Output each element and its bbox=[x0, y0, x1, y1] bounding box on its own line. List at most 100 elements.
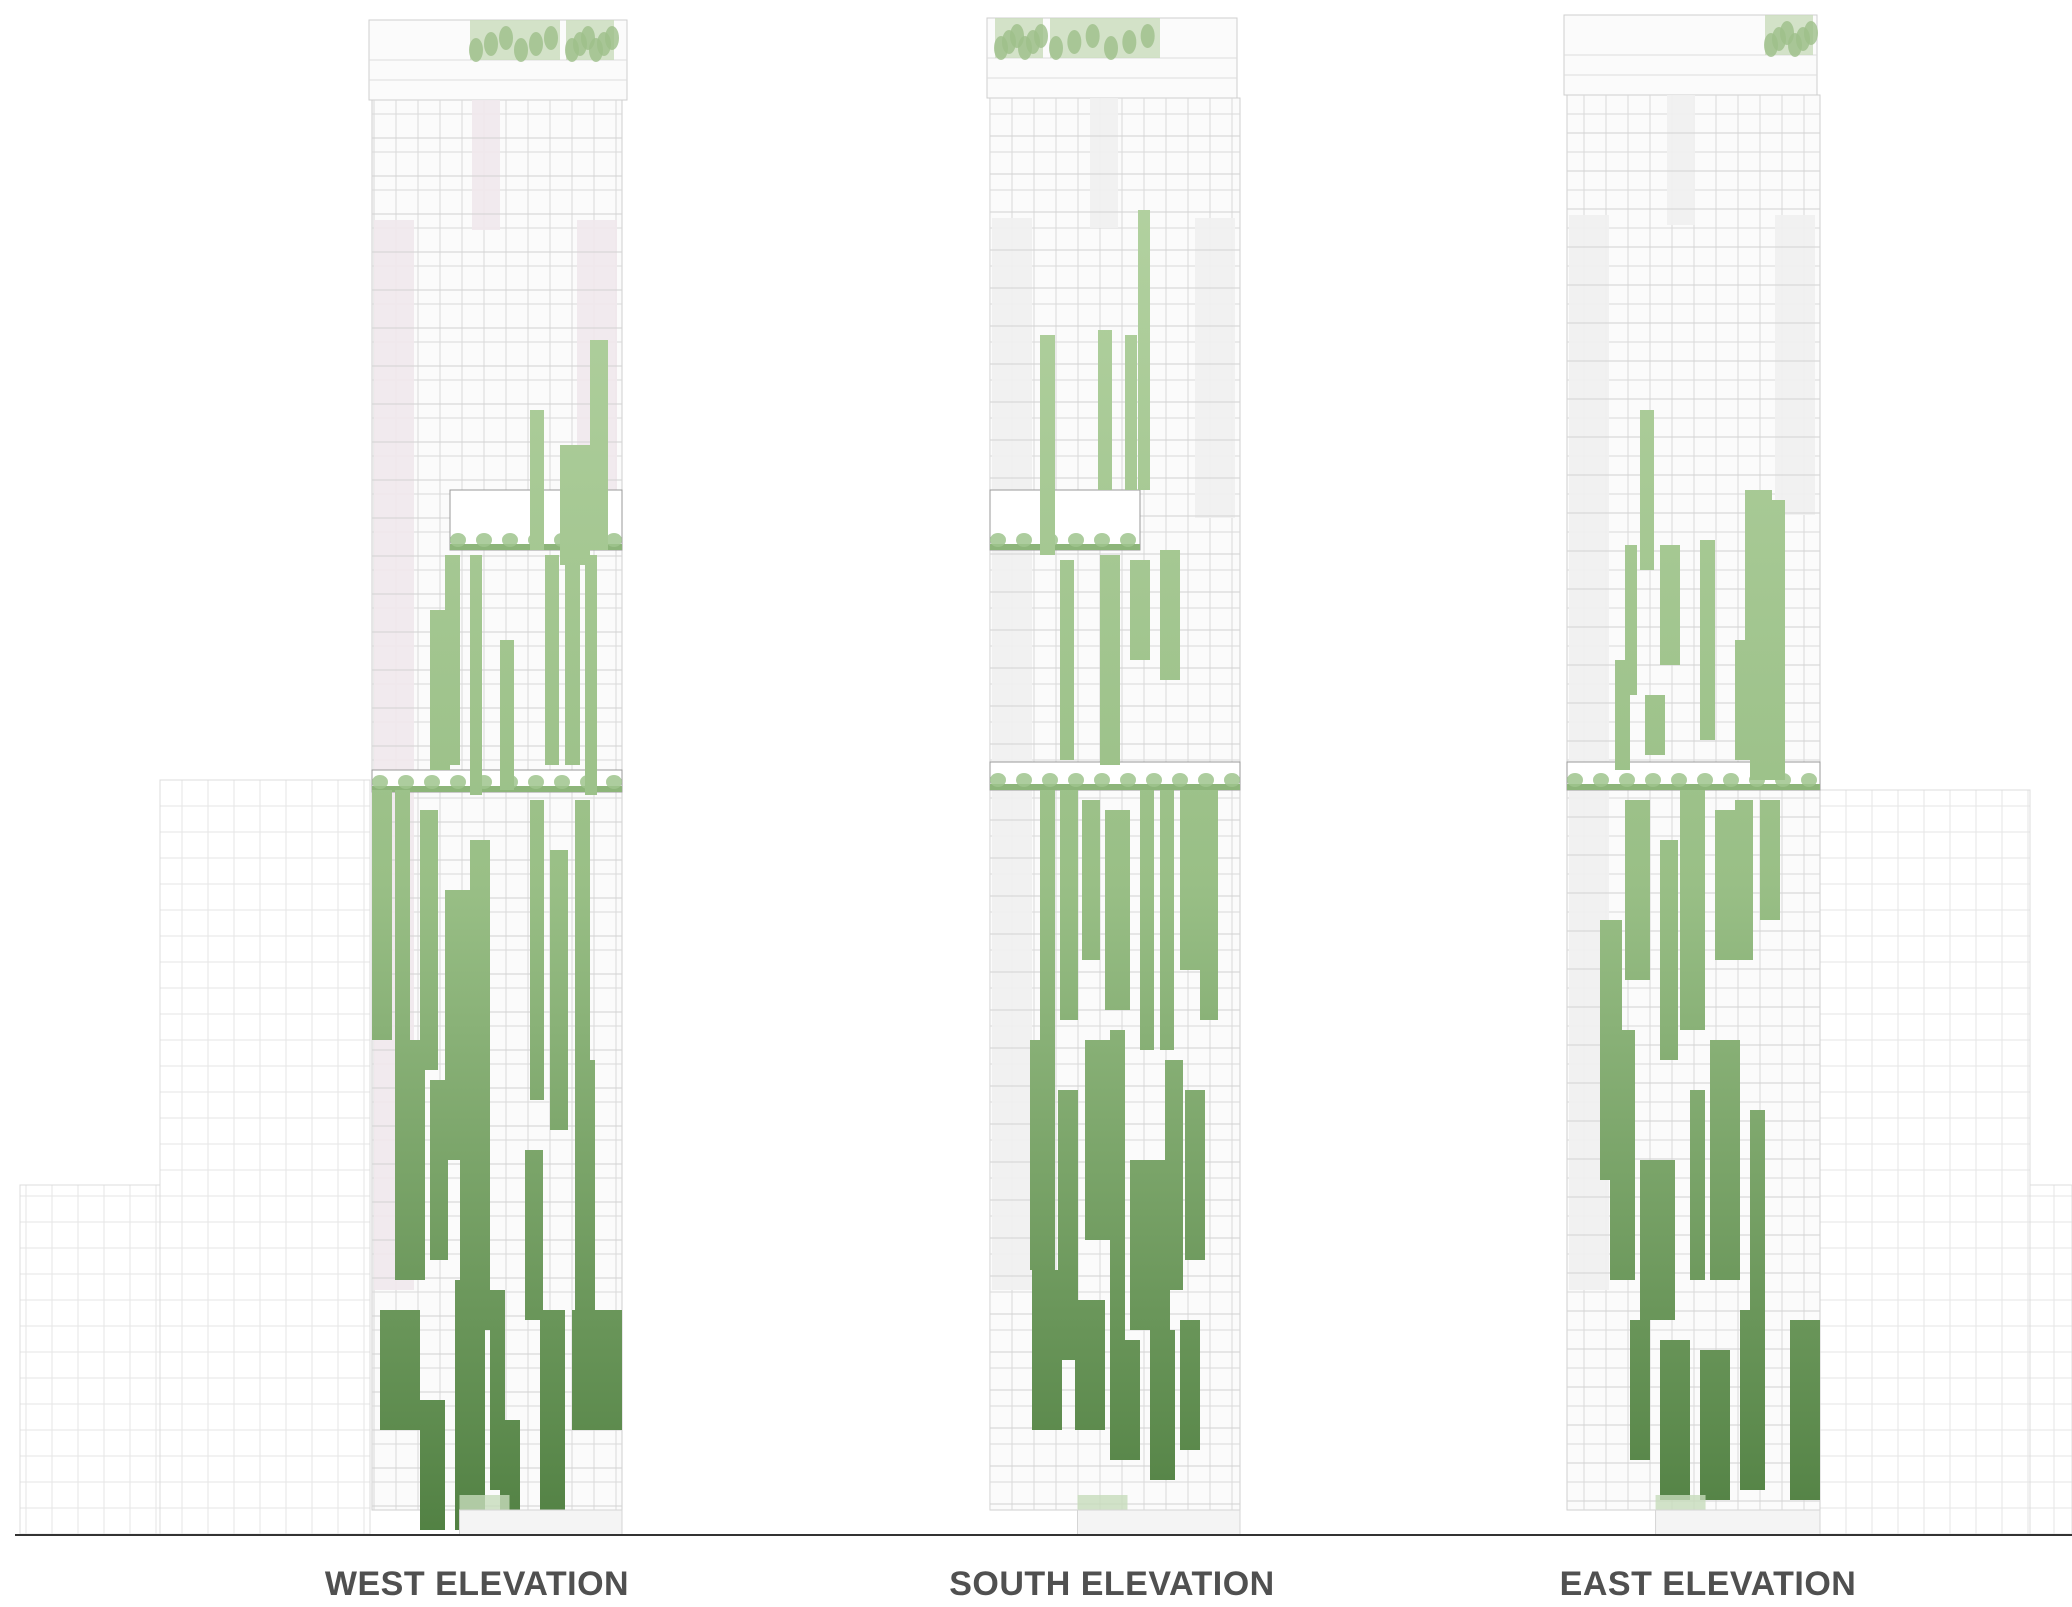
context-building-west-low bbox=[19, 1184, 161, 1536]
west-podium bbox=[459, 1509, 623, 1536]
west-green-strip bbox=[530, 410, 544, 550]
east-green-strip bbox=[1740, 1310, 1765, 1490]
south-green-strip bbox=[1075, 1300, 1105, 1430]
west-elevation-caption: WEST ELEVATION bbox=[324, 1565, 630, 1603]
west-green-strip bbox=[585, 555, 597, 795]
south-roof-plant bbox=[1104, 36, 1118, 60]
west-green-strip bbox=[455, 1280, 485, 1530]
context-buildings bbox=[19, 779, 2072, 1536]
east-green-strip bbox=[1660, 545, 1680, 665]
east-green-strip bbox=[1735, 800, 1753, 960]
south-green-strip bbox=[1110, 1340, 1140, 1460]
south-green-strip bbox=[1200, 790, 1218, 1020]
east-green-strip bbox=[1630, 1320, 1650, 1460]
south-sky-garden-plant bbox=[1120, 773, 1136, 787]
west-roof-plant bbox=[499, 26, 513, 50]
south-sky-garden-plant bbox=[1198, 773, 1214, 787]
east-sky-garden-plant bbox=[1801, 773, 1817, 787]
south-sky-garden bbox=[989, 489, 1141, 551]
east-green-strip bbox=[1625, 545, 1637, 695]
south-sky-garden-plant bbox=[1068, 773, 1084, 787]
east-sky-garden-plant bbox=[1593, 773, 1609, 787]
south-green-strip bbox=[1060, 790, 1078, 1020]
east-green-strip bbox=[1610, 1030, 1635, 1280]
west-roof-plant bbox=[529, 32, 543, 56]
west-green-strip bbox=[525, 1150, 543, 1320]
west-green-strip bbox=[420, 1400, 445, 1530]
west-green-strip bbox=[372, 790, 392, 1040]
south-green-strip bbox=[1130, 1160, 1170, 1330]
west-sky-garden-plant bbox=[606, 533, 622, 547]
east-green-strip bbox=[1715, 810, 1735, 960]
south-green-strip bbox=[1058, 1090, 1078, 1360]
east-green-strip bbox=[1625, 800, 1650, 980]
west-green-strip bbox=[550, 850, 568, 1130]
south-panel bbox=[1090, 98, 1118, 228]
south-sky-garden-planter bbox=[990, 544, 1140, 550]
east-green-strip bbox=[1690, 820, 1704, 1010]
context-building-east-low bbox=[2029, 1184, 2072, 1536]
east-panel bbox=[1775, 215, 1815, 515]
south-green-strip bbox=[1150, 1330, 1175, 1480]
west-roof-plant bbox=[544, 26, 558, 50]
west-roof-plant bbox=[605, 26, 619, 50]
west-green-strip bbox=[470, 555, 482, 795]
west-sky-garden-plant bbox=[606, 775, 622, 789]
south-green-strip bbox=[1032, 1270, 1062, 1430]
east-sky-garden-plant bbox=[1619, 773, 1635, 787]
east-podium bbox=[1655, 1509, 1821, 1536]
west-sky-garden-plant bbox=[424, 775, 440, 789]
west-green-strip bbox=[572, 1310, 622, 1430]
south-panel bbox=[1195, 218, 1235, 518]
south-sky-garden-plant bbox=[1094, 773, 1110, 787]
west-sky-garden-plant bbox=[528, 775, 544, 789]
south-green-strip bbox=[1180, 790, 1200, 970]
west-green-strip bbox=[420, 810, 438, 1070]
west-sky-garden-planter bbox=[372, 786, 622, 792]
south-sky-garden-plant bbox=[1016, 533, 1032, 547]
east-roof-plant bbox=[1804, 21, 1818, 45]
south-green-strip bbox=[1085, 1040, 1110, 1240]
south-green-strip bbox=[1100, 555, 1120, 765]
south-green-strip bbox=[1160, 790, 1174, 1050]
south-roof-plant bbox=[1140, 24, 1155, 48]
east-green-strip bbox=[1750, 1110, 1765, 1310]
south-green-strip bbox=[1105, 810, 1130, 1010]
west-sky-garden-plant bbox=[554, 775, 570, 789]
south-sky-garden-plant bbox=[1146, 773, 1162, 787]
south-green-strip bbox=[1185, 1090, 1205, 1260]
east-green-strip bbox=[1640, 1160, 1675, 1320]
east-green-strip bbox=[1700, 1350, 1730, 1500]
south-sky-garden-planter bbox=[990, 784, 1240, 790]
south-green-strip bbox=[1060, 560, 1074, 760]
west-sky-garden-plant bbox=[398, 775, 414, 789]
south-green-strip bbox=[1040, 790, 1055, 1040]
east-green-strip bbox=[1710, 1040, 1740, 1280]
south-elevation bbox=[986, 17, 1241, 1536]
east-sky-garden-planter bbox=[1567, 784, 1820, 790]
south-roof-plant bbox=[1122, 30, 1137, 54]
south-green-strip bbox=[1165, 1060, 1183, 1290]
south-sky-garden-plant bbox=[1042, 773, 1058, 787]
west-green-strip bbox=[430, 1080, 448, 1260]
west-green-strip bbox=[545, 555, 559, 765]
west-green-strip bbox=[395, 1040, 425, 1280]
south-podium bbox=[1077, 1509, 1241, 1536]
south-green-strip bbox=[1138, 210, 1150, 490]
west-sky-garden-plant bbox=[450, 533, 466, 547]
west-roof-plant bbox=[514, 38, 528, 62]
south-green-strip bbox=[1098, 330, 1112, 490]
south-sky-garden-plant bbox=[1224, 773, 1240, 787]
west-green-strip bbox=[565, 555, 580, 765]
south-sky-garden-plant bbox=[1068, 533, 1084, 547]
west-green-strip bbox=[530, 800, 544, 1100]
west-roof-plant bbox=[469, 38, 483, 62]
west-elevation bbox=[368, 19, 628, 1536]
east-green-strip bbox=[1660, 840, 1678, 1060]
west-panel bbox=[472, 100, 500, 230]
south-green-strip bbox=[1110, 1030, 1125, 1360]
south-roof-plant bbox=[1085, 24, 1100, 48]
east-green-strip bbox=[1660, 1340, 1690, 1500]
south-roof-plant bbox=[1067, 30, 1082, 54]
context-building-west-mid bbox=[159, 779, 371, 1536]
